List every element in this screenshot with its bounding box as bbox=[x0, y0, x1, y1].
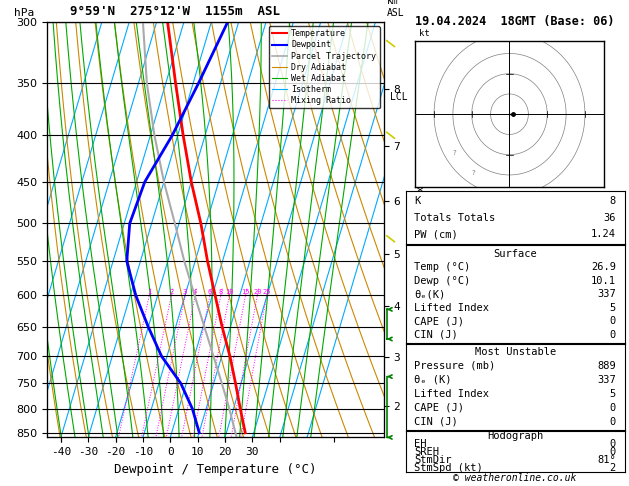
Text: Lifted Index: Lifted Index bbox=[415, 302, 489, 312]
Text: SREH: SREH bbox=[415, 447, 440, 457]
X-axis label: Dewpoint / Temperature (°C): Dewpoint / Temperature (°C) bbox=[114, 463, 316, 476]
Text: StmSpd (kt): StmSpd (kt) bbox=[415, 463, 483, 472]
Text: 19.04.2024  18GMT (Base: 06): 19.04.2024 18GMT (Base: 06) bbox=[415, 15, 615, 28]
Text: 9°59'N  275°12'W  1155m  ASL: 9°59'N 275°12'W 1155m ASL bbox=[70, 5, 280, 17]
Text: K: K bbox=[415, 196, 421, 207]
Text: 0: 0 bbox=[610, 330, 616, 340]
Text: 2: 2 bbox=[610, 463, 616, 472]
Text: θₑ (K): θₑ (K) bbox=[415, 375, 452, 385]
Text: StmDir: StmDir bbox=[415, 455, 452, 465]
Text: 8: 8 bbox=[219, 289, 223, 295]
Text: CAPE (J): CAPE (J) bbox=[415, 316, 464, 326]
Text: 4: 4 bbox=[193, 289, 198, 295]
Text: 5: 5 bbox=[610, 302, 616, 312]
Text: 1.24: 1.24 bbox=[591, 229, 616, 239]
Text: 0: 0 bbox=[610, 439, 616, 449]
Text: © weatheronline.co.uk: © weatheronline.co.uk bbox=[454, 473, 577, 483]
Text: 8: 8 bbox=[610, 196, 616, 207]
Text: Totals Totals: Totals Totals bbox=[415, 213, 496, 223]
Text: km
ASL: km ASL bbox=[387, 0, 404, 17]
Text: 3: 3 bbox=[183, 289, 187, 295]
Text: LCL: LCL bbox=[391, 92, 408, 103]
Text: hPa: hPa bbox=[14, 8, 34, 17]
Text: 6: 6 bbox=[208, 289, 212, 295]
Text: 0: 0 bbox=[610, 417, 616, 427]
Text: Temp (°C): Temp (°C) bbox=[415, 262, 470, 272]
Text: 26.9: 26.9 bbox=[591, 262, 616, 272]
Text: Surface: Surface bbox=[493, 248, 537, 259]
Text: 337: 337 bbox=[597, 375, 616, 385]
Text: 81°: 81° bbox=[597, 455, 616, 465]
Text: 889: 889 bbox=[597, 361, 616, 371]
Text: 337: 337 bbox=[597, 289, 616, 299]
Text: ?: ? bbox=[453, 150, 457, 156]
Text: 25: 25 bbox=[262, 289, 271, 295]
Text: 1: 1 bbox=[147, 289, 152, 295]
Text: ?: ? bbox=[472, 170, 476, 176]
Text: CIN (J): CIN (J) bbox=[415, 417, 458, 427]
Y-axis label: Mixing Ratio (g/kg): Mixing Ratio (g/kg) bbox=[414, 174, 424, 285]
Text: 0: 0 bbox=[610, 447, 616, 457]
Text: Lifted Index: Lifted Index bbox=[415, 389, 489, 399]
Text: 20: 20 bbox=[253, 289, 262, 295]
Text: 10.1: 10.1 bbox=[591, 276, 616, 286]
Text: 2: 2 bbox=[169, 289, 174, 295]
Text: Dewp (°C): Dewp (°C) bbox=[415, 276, 470, 286]
Text: Hodograph: Hodograph bbox=[487, 431, 543, 441]
Text: 0: 0 bbox=[610, 316, 616, 326]
Text: θₑ(K): θₑ(K) bbox=[415, 289, 446, 299]
Text: 5: 5 bbox=[610, 389, 616, 399]
Text: kt: kt bbox=[419, 29, 430, 38]
Text: Pressure (mb): Pressure (mb) bbox=[415, 361, 496, 371]
Text: 15: 15 bbox=[242, 289, 250, 295]
Text: CIN (J): CIN (J) bbox=[415, 330, 458, 340]
Text: EH: EH bbox=[415, 439, 427, 449]
Legend: Temperature, Dewpoint, Parcel Trajectory, Dry Adiabat, Wet Adiabat, Isotherm, Mi: Temperature, Dewpoint, Parcel Trajectory… bbox=[269, 26, 379, 108]
Text: CAPE (J): CAPE (J) bbox=[415, 403, 464, 413]
Text: 36: 36 bbox=[603, 213, 616, 223]
Text: 0: 0 bbox=[610, 403, 616, 413]
Text: PW (cm): PW (cm) bbox=[415, 229, 458, 239]
Text: Most Unstable: Most Unstable bbox=[474, 347, 556, 357]
Text: 10: 10 bbox=[225, 289, 233, 295]
